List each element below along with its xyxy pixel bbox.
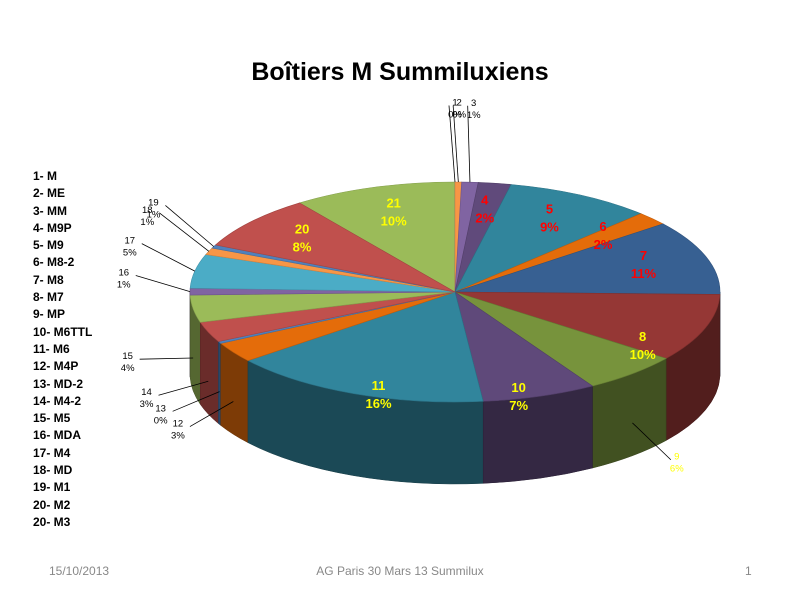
slice-number-label: 21 xyxy=(386,196,400,211)
pie-slice xyxy=(247,291,484,403)
leader-line xyxy=(159,212,210,252)
slice-percent-label: 16% xyxy=(365,396,391,411)
slice-number-label: 3 xyxy=(471,98,476,109)
slice-percent-label: 0% xyxy=(452,110,466,121)
slice-percent-label: 9% xyxy=(540,219,559,234)
legend-item: 19- M1 xyxy=(33,480,71,495)
slice-percent-label: 3% xyxy=(171,431,185,442)
pie-slice xyxy=(454,223,721,295)
leader-line xyxy=(189,401,234,427)
pie-slice-side xyxy=(218,341,221,426)
slice-number-label: 18 xyxy=(142,205,153,216)
leader-line xyxy=(141,243,196,272)
slice-percent-label: 8% xyxy=(293,239,312,254)
slice-number-label: 13 xyxy=(155,403,166,414)
slice-number-label: 6 xyxy=(599,219,606,234)
footer-page-number: 1 xyxy=(745,564,752,578)
slice-percent-label: 1% xyxy=(140,217,154,228)
pie-slice xyxy=(298,181,456,293)
slice-percent-label: 11% xyxy=(631,266,657,281)
slice-percent-label: 10% xyxy=(630,347,656,362)
legend: 1- M 2- ME 3- MM 4- M9P 5- M9 6- M8-2 7- M8 8- … xyxy=(33,168,92,531)
leader-line xyxy=(467,105,471,183)
slice-number-label: 11 xyxy=(372,378,386,393)
legend-item: 1- M xyxy=(33,169,57,183)
slice-number-label: 9 xyxy=(674,452,679,463)
footer-date: 15/10/2013 xyxy=(49,564,110,578)
slice-percent-label: 0% xyxy=(448,110,462,121)
slice-percent-label: 5% xyxy=(123,248,137,259)
slice-percent-label: 1% xyxy=(117,279,131,290)
legend-item: 18- MD xyxy=(33,463,73,478)
slice-percent-label: 1% xyxy=(467,110,481,121)
slice-percent-label: 3% xyxy=(140,399,154,410)
pie-slice xyxy=(214,202,456,293)
legend-item: 2- ME xyxy=(33,186,66,201)
slice-percent-label: 10% xyxy=(381,214,407,229)
pie-slice xyxy=(454,291,594,402)
slice-percent-label: 2% xyxy=(594,237,613,252)
slice-number-label: 8 xyxy=(639,329,646,344)
legend-item: 15- M5 xyxy=(33,411,71,426)
legend-item: 6- M8-2 xyxy=(33,255,75,270)
legend-item: 16- MDA xyxy=(33,428,82,443)
slice-number-label: 15 xyxy=(122,351,133,362)
leader-line xyxy=(165,205,214,247)
slice-percent-label: 1% xyxy=(147,209,161,220)
slice-number-label: 14 xyxy=(141,387,152,398)
slice-number-label: 20 xyxy=(295,221,309,236)
slice-percent-label: 2% xyxy=(475,210,494,225)
legend-item: 14- M4-2 xyxy=(33,393,82,408)
legend-item: 7- M8 xyxy=(33,272,64,287)
legend-item: 5- M9 xyxy=(33,238,64,253)
legend-item: 20- M3 xyxy=(33,514,71,529)
slice-number-label: 4 xyxy=(481,192,489,207)
legend-item: 8- M7 xyxy=(33,290,64,305)
legend-item: 3- MM xyxy=(33,203,67,218)
legend-item: 17- M4 xyxy=(33,445,71,460)
leader-line xyxy=(172,391,220,412)
leader-line xyxy=(452,105,459,183)
pie-slice xyxy=(454,291,721,359)
slice-number-label: 17 xyxy=(125,236,136,247)
slice-number-label: 16 xyxy=(118,267,129,278)
slice-number-label: 12 xyxy=(173,419,184,430)
slice-number-label: 19 xyxy=(148,197,159,208)
legend-item: 4- M9P xyxy=(33,220,72,235)
slice-percent-label: 7% xyxy=(509,398,528,413)
leader-line xyxy=(139,357,194,360)
slice-percent-label: 0% xyxy=(154,415,168,426)
slice-number-label: 1 xyxy=(452,98,457,109)
legend-item: 9- MP xyxy=(33,307,66,322)
leader-line xyxy=(448,105,456,183)
slice-number-label: 2 xyxy=(457,98,462,109)
slice-number-label: 7 xyxy=(640,248,647,263)
leader-line xyxy=(135,275,191,293)
footer-title: AG Paris 30 Mars 13 Summilux xyxy=(316,564,484,578)
slice-number-label: 10 xyxy=(511,380,525,395)
leader-line xyxy=(158,380,209,396)
legend-item: 13- MD-2 xyxy=(33,376,84,391)
legend-item: 12- M4P xyxy=(33,359,79,374)
slice-number-label: 5 xyxy=(546,201,553,216)
slice-percent-label: 4% xyxy=(121,363,135,374)
slice-percent-label: 6% xyxy=(670,464,684,475)
pie-slice xyxy=(454,184,642,293)
legend-item: 20- M2 xyxy=(33,497,71,512)
leader-line xyxy=(632,422,672,461)
legend-item: 11- M6 xyxy=(33,341,70,356)
legend-item: 10- M6TTL xyxy=(33,324,93,339)
chart-title: Boîtiers M Summiluxiens xyxy=(251,58,549,86)
